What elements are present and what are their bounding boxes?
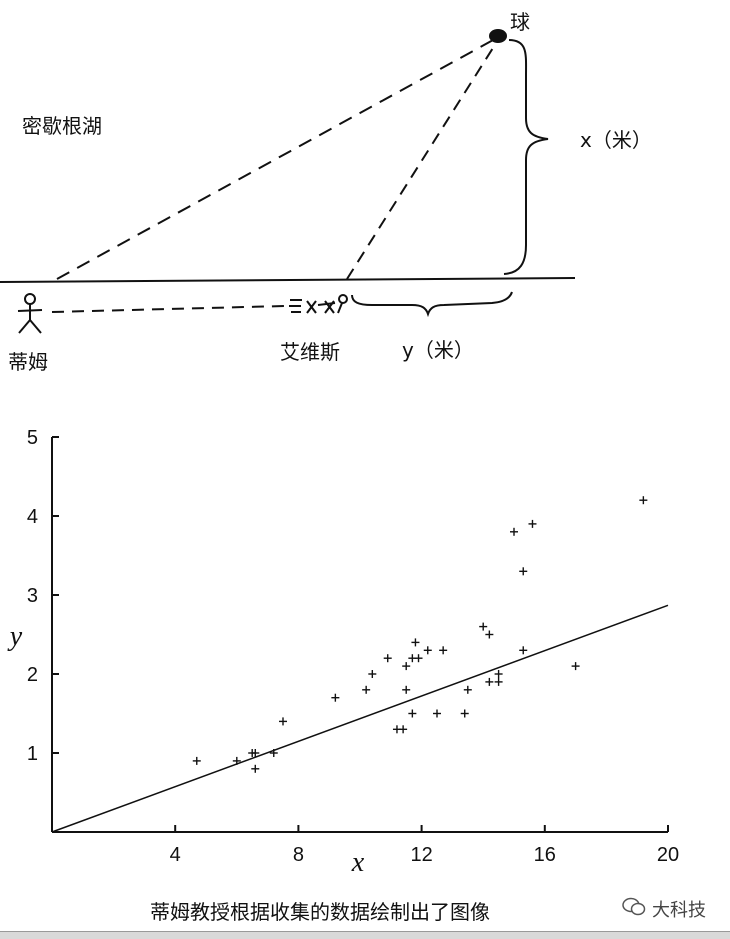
shoreline	[0, 277, 576, 283]
data-point	[331, 693, 340, 702]
data-point	[528, 519, 537, 528]
trajectory-diagram	[0, 29, 576, 334]
wechat-icon	[622, 897, 646, 922]
fit-line-group	[51, 604, 669, 833]
ball-icon	[489, 29, 507, 43]
y-distance-brace	[351, 291, 513, 318]
data-point	[510, 527, 518, 536]
data-point	[232, 756, 241, 765]
data-point	[423, 646, 432, 655]
data-point	[485, 630, 494, 639]
elvis-dog-icon	[289, 294, 348, 314]
data-point	[402, 685, 411, 694]
elvis-label: 艾维斯	[280, 340, 340, 364]
data-point	[460, 709, 469, 718]
y-axis-label: y	[7, 621, 23, 652]
data-point	[485, 677, 494, 686]
fit-line	[51, 604, 669, 833]
data-point	[494, 670, 503, 678]
sightline-elvis-to-ball	[346, 39, 499, 280]
tim-label: 蒂姆	[8, 350, 48, 374]
data-point	[383, 654, 392, 663]
x-tick-label: 20	[657, 844, 679, 866]
data-point	[494, 677, 503, 686]
data-point	[399, 725, 408, 734]
path-tim-to-elvis	[51, 305, 286, 313]
data-point	[439, 646, 448, 655]
y-tick-label: 3	[27, 585, 38, 607]
data-point	[269, 749, 278, 757]
data-point	[639, 496, 648, 505]
tim-stick-figure-icon	[17, 293, 43, 334]
y-tick-label: 5	[27, 427, 38, 449]
data-point	[408, 709, 417, 718]
data-point	[279, 717, 287, 726]
x-label: x（米）	[580, 128, 652, 152]
data-points	[192, 496, 648, 773]
sightline-tim-to-ball	[56, 38, 496, 280]
data-point	[251, 764, 260, 773]
figure-caption: 蒂姆教授根据收集的数据绘制出了图像	[150, 900, 490, 924]
data-point	[519, 567, 528, 576]
x-tick-label: 8	[293, 844, 304, 866]
x-tick-label: 12	[410, 844, 432, 866]
y-label: y（米）	[402, 338, 474, 362]
data-point	[368, 670, 377, 678]
data-point	[251, 749, 260, 757]
y-tick-label: 1	[27, 743, 38, 765]
data-point	[519, 646, 528, 655]
data-point	[362, 685, 371, 694]
data-point	[192, 756, 201, 765]
page-bottom-edge	[0, 931, 730, 939]
x-tick-label: 16	[534, 844, 556, 866]
x-axis-label: x	[351, 847, 365, 878]
lake-label: 密歇根湖	[22, 114, 102, 138]
watermark: 大科技	[622, 896, 706, 922]
data-point	[463, 685, 472, 694]
ball-label: 球	[510, 10, 530, 34]
data-point	[402, 662, 411, 671]
data-point	[411, 638, 420, 647]
y-tick-label: 4	[27, 506, 38, 528]
y-tick-label: 2	[27, 664, 38, 686]
data-point	[571, 662, 580, 671]
data-point	[414, 654, 423, 663]
watermark-text: 大科技	[652, 900, 706, 921]
x-height-brace	[503, 39, 549, 275]
data-point	[479, 622, 488, 631]
x-tick-label: 4	[170, 844, 181, 866]
data-point	[433, 709, 441, 718]
